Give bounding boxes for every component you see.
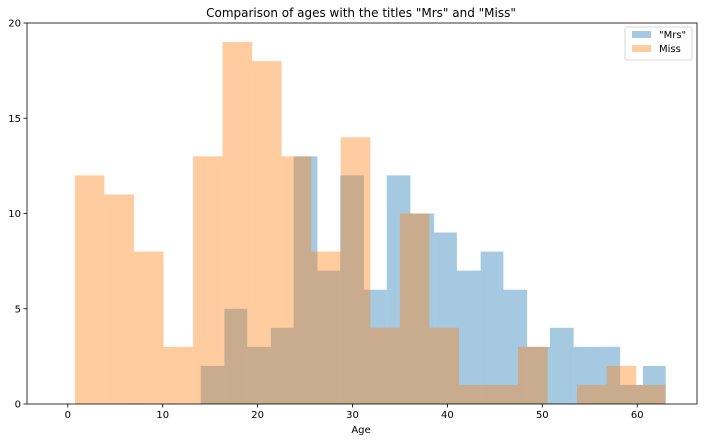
bar-series-1-bin-12 [429,327,459,404]
x-tick-label-2: 20 [251,410,264,421]
bar-series-0-bin-13 [503,289,528,404]
bars-layer [74,42,666,405]
bar-series-0-bin-11 [456,270,481,404]
legend: "Mrs" Miss [624,26,693,61]
bar-series-0-bin-19 [642,365,666,404]
legend-swatch-1 [632,45,651,52]
x-tick-label-3: 30 [346,410,359,421]
y-tick-label-3: 15 [8,114,21,125]
bar-series-1-bin-1 [104,194,135,404]
bar-series-1-bin-14 [488,384,519,404]
y-tick-label-4: 20 [8,19,21,30]
bar-series-0-bin-2 [247,346,271,404]
bar-series-0-bin-16 [573,346,597,404]
bar-series-1-bin-10 [370,327,400,404]
bar-series-0-bin-6 [340,175,364,404]
legend-swatch-0 [632,31,651,38]
legend-box [624,26,693,61]
bar-series-0-bin-10 [434,232,457,404]
bar-series-1-bin-3 [163,346,194,404]
chart-title: Comparison of ages with the titles "Mrs"… [206,6,516,20]
bar-series-0-bin-0 [200,365,225,404]
y-tick-label-1: 5 [15,304,21,315]
y-axis: 0 5 10 15 20 [8,19,27,411]
bar-series-1-bin-6 [252,61,282,404]
bar-series-1-bin-15 [518,346,548,404]
y-tick-label-0: 0 [15,400,21,411]
bar-series-1-bin-19 [636,384,666,404]
bar-series-0-bin-8 [386,175,411,404]
bar-series-1-bin-7 [281,156,312,404]
legend-label-1: Miss [659,44,681,55]
bar-series-1-bin-2 [134,251,164,404]
x-axis-title: Age [351,425,370,436]
bar-series-0-bin-1 [224,308,248,404]
bar-series-1-bin-18 [606,365,637,404]
bar-series-0-bin-9 [410,213,435,404]
bar-series-1-bin-4 [193,156,223,404]
x-tick-label-4: 40 [441,410,454,421]
x-tick-label-6: 60 [631,410,644,421]
bar-series-1-bin-0 [74,175,105,404]
bar-series-1-bin-13 [458,384,489,404]
bar-series-1-bin-8 [311,251,341,404]
bar-series-0-bin-14 [527,346,550,404]
bar-series-0-bin-12 [480,251,504,404]
bar-series-0-bin-18 [620,384,643,404]
bar-series-1-bin-17 [577,384,607,404]
bar-series-1-bin-9 [340,137,371,405]
bar-series-0-bin-4 [293,156,318,404]
bar-series-1-bin-11 [399,213,430,404]
bar-series-0-bin-3 [270,327,294,404]
y-tick-label-2: 10 [8,209,21,220]
bar-series-0-bin-7 [363,289,387,404]
bar-series-0-bin-15 [549,327,574,404]
bar-series-0-bin-17 [596,346,621,404]
x-tick-label-1: 10 [156,410,169,421]
x-tick-label-5: 50 [536,410,549,421]
x-tick-label-0: 0 [65,410,71,421]
x-axis: 0 10 20 30 40 50 60 [65,404,644,421]
bar-series-1-bin-5 [222,42,253,405]
legend-label-0: "Mrs" [659,30,686,41]
bar-series-0-bin-5 [317,270,341,404]
